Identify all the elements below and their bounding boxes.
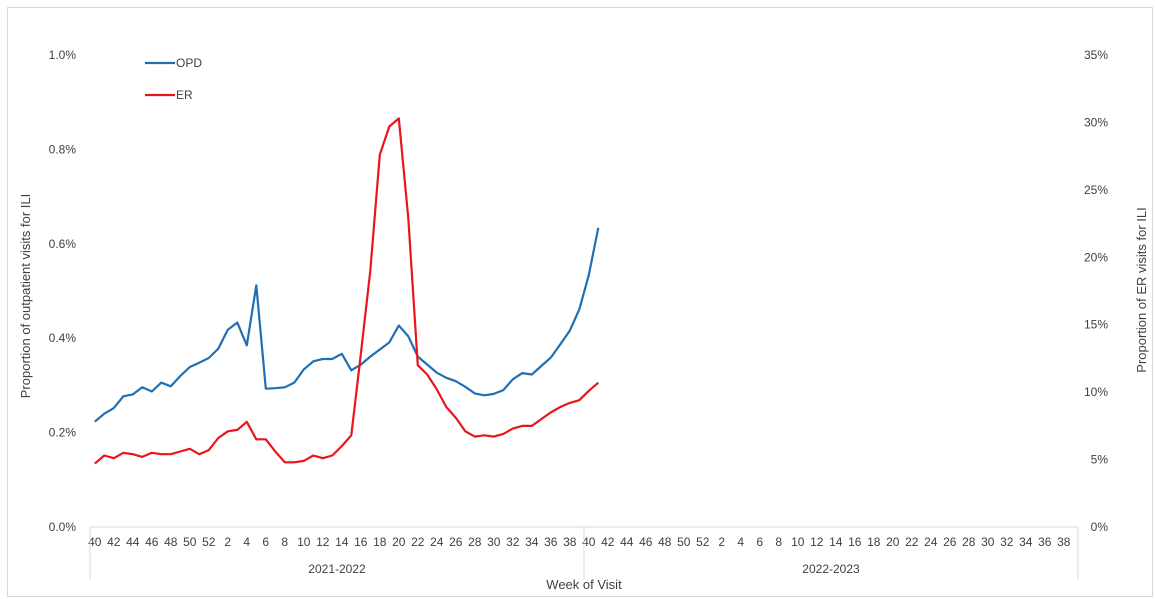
x-tick-label: 48	[658, 535, 672, 549]
y-left-tick-label: 1.0%	[49, 48, 77, 62]
legend-label-opd: OPD	[176, 56, 202, 70]
y-axis-right-title: Proportion of ER visits for ILI	[1134, 207, 1149, 372]
legend: OPD ER	[145, 56, 202, 102]
axes-layer: 0.0% 0.2% 0.4% 0.6% 0.8% 1.0% 0% 5% 10% 15% 20% 25%…	[49, 48, 1109, 579]
x-tick-label: 8	[775, 535, 782, 549]
x-tick-label: 10	[791, 535, 805, 549]
y-left-tick-label: 0.2%	[49, 426, 77, 440]
series-line-er	[94, 117, 600, 465]
x-tick-label: 4	[243, 535, 250, 549]
x-tick-label: 42	[601, 535, 615, 549]
x-tick-label: 32	[506, 535, 520, 549]
y-left-tick-label: 0.4%	[49, 331, 77, 345]
x-tick-label: 36	[1038, 535, 1052, 549]
x-tick-label: 18	[867, 535, 881, 549]
x-tick-label: 46	[639, 535, 653, 549]
x-tick-label: 34	[1019, 535, 1033, 549]
x-tick-label: 28	[468, 535, 482, 549]
y-right-tick-label: 15%	[1084, 318, 1108, 332]
x-tick-label: 28	[962, 535, 976, 549]
x-tick-label: 38	[563, 535, 577, 549]
x-tick-label: 50	[183, 535, 197, 549]
x-tick-label: 12	[810, 535, 824, 549]
x-tick-label: 6	[262, 535, 269, 549]
y-left-tick-label: 0.6%	[49, 237, 77, 251]
x-tick-label: 8	[281, 535, 288, 549]
x-tick-label: 30	[487, 535, 501, 549]
y-left-tick-label: 0.8%	[49, 142, 77, 156]
chart-frame	[7, 7, 1153, 597]
x-tick-label: 18	[373, 535, 387, 549]
x-tick-label: 52	[202, 535, 216, 549]
y-right-tick-label: 25%	[1084, 183, 1108, 197]
x-tick-label: 16	[848, 535, 862, 549]
x-tick-label: 16	[354, 535, 368, 549]
season-label: 2022-2023	[802, 562, 860, 576]
x-tick-label: 52	[696, 535, 710, 549]
x-tick-label: 44	[126, 535, 140, 549]
x-tick-label: 32	[1000, 535, 1014, 549]
x-tick-label: 12	[316, 535, 330, 549]
x-tick-label: 24	[430, 535, 444, 549]
y-right-tick-label: 35%	[1084, 48, 1108, 62]
x-tick-label: 34	[525, 535, 539, 549]
x-tick-label: 30	[981, 535, 995, 549]
x-tick-label: 46	[145, 535, 159, 549]
x-tick-label: 26	[943, 535, 957, 549]
x-tick-label: 4	[737, 535, 744, 549]
x-tick-label: 42	[107, 535, 121, 549]
y-right-tick-label: 20%	[1084, 250, 1108, 264]
y-right-tick-label: 5%	[1091, 453, 1109, 467]
x-tick-label: 22	[411, 535, 425, 549]
series-layer	[94, 117, 600, 465]
x-axis-title: Week of Visit	[546, 577, 622, 592]
y-right-tick-label: 10%	[1084, 385, 1108, 399]
x-tick-label: 44	[620, 535, 634, 549]
x-tick-label: 2	[224, 535, 231, 549]
x-tick-label: 14	[829, 535, 843, 549]
y-right-tick-label: 0%	[1091, 520, 1109, 534]
x-tick-label: 48	[164, 535, 178, 549]
y-axis-left-title: Proportion of outpatient visits for ILI	[18, 194, 33, 399]
y-right-tick-label: 30%	[1084, 115, 1108, 129]
x-tick-label: 36	[544, 535, 558, 549]
x-tick-label: 50	[677, 535, 691, 549]
x-tick-label: 26	[449, 535, 463, 549]
x-tick-label: 6	[756, 535, 763, 549]
x-tick-label: 22	[905, 535, 919, 549]
x-tick-label: 14	[335, 535, 349, 549]
legend-label-er: ER	[176, 88, 193, 102]
x-tick-label: 38	[1057, 535, 1071, 549]
series-line-opd	[94, 227, 600, 423]
x-tick-label: 24	[924, 535, 938, 549]
x-tick-label: 40	[582, 535, 596, 549]
y-left-tick-label: 0.0%	[49, 520, 77, 534]
x-tick-label: 2	[718, 535, 725, 549]
x-tick-label: 20	[886, 535, 900, 549]
season-label: 2021-2022	[308, 562, 366, 576]
x-tick-label: 40	[88, 535, 102, 549]
x-tick-label: 10	[297, 535, 311, 549]
x-tick-label: 20	[392, 535, 406, 549]
